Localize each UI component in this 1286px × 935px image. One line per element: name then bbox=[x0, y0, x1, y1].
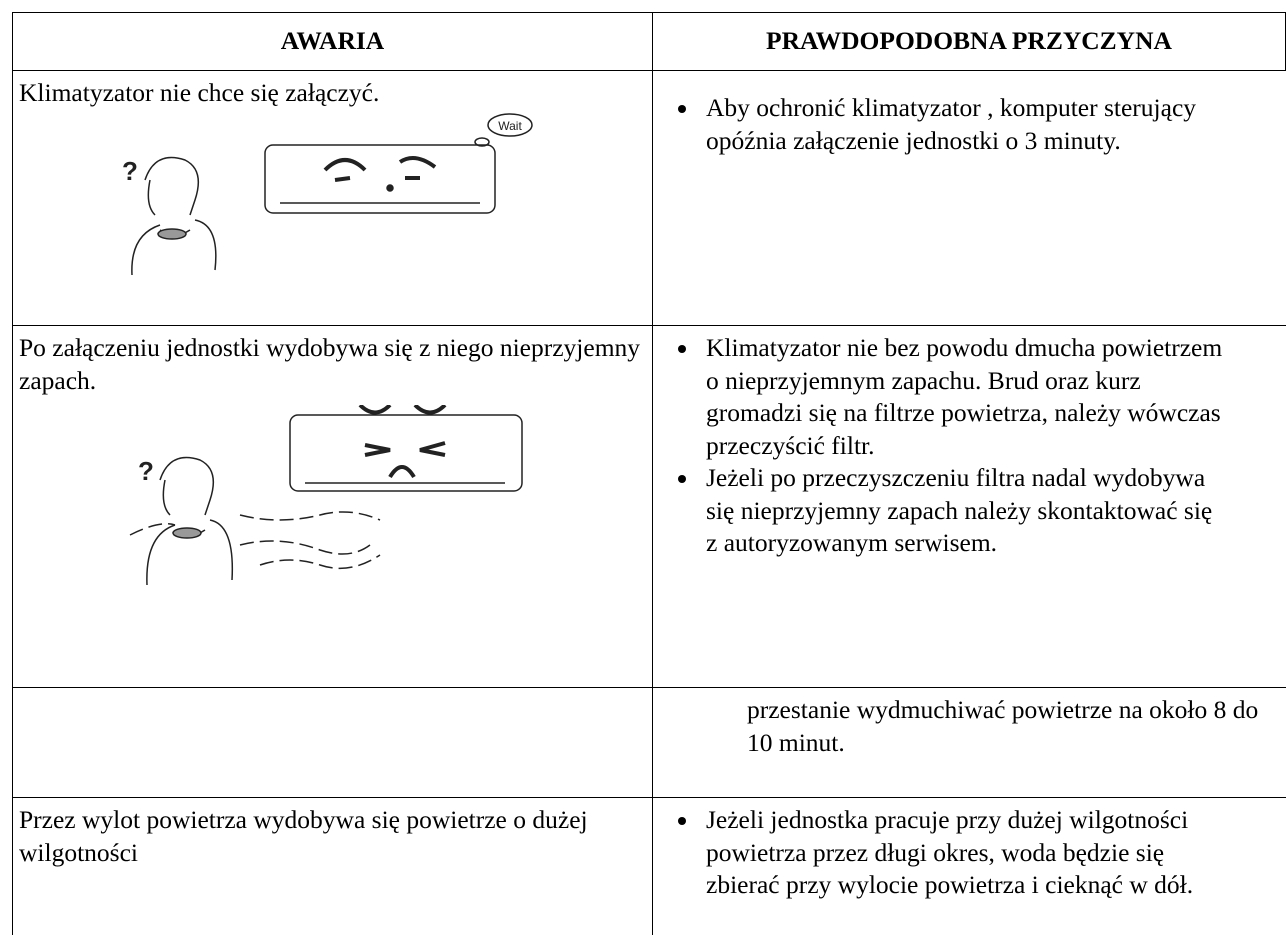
face bbox=[358, 405, 447, 479]
cause-list: Jeżeli jednostka pracuje przy dużej wilg… bbox=[653, 804, 1225, 902]
person bbox=[131, 156, 217, 276]
bubble-text: Wait bbox=[498, 119, 522, 133]
person bbox=[146, 456, 234, 586]
question-mark: ? bbox=[138, 456, 154, 486]
empty-cell bbox=[12, 687, 652, 797]
ac-unit bbox=[264, 144, 496, 214]
cause-list: Aby ochronić klimatyzator , komputer ste… bbox=[653, 92, 1225, 157]
cause-list: Klimatyzator nie bez powodu dmucha powie… bbox=[653, 332, 1225, 560]
problem: Przez wylot powietrza wydobywa się powie… bbox=[19, 805, 588, 867]
illustration: ? bbox=[129, 405, 523, 586]
problem-cell: Po załączeniu jednostki wydobywa się z n… bbox=[12, 325, 652, 687]
face bbox=[323, 156, 437, 182]
problem-cell: Klimatyzator nie chce się załączyć. bbox=[12, 70, 652, 325]
cause: Jeżeli jednostka pracuje przy dużej wilg… bbox=[700, 804, 1225, 902]
header-cell: AWARIA bbox=[12, 12, 652, 70]
header: AWARIA bbox=[280, 26, 385, 55]
ac-unit bbox=[289, 414, 523, 492]
bubble bbox=[474, 137, 490, 147]
collar bbox=[172, 527, 202, 539]
air-flow bbox=[129, 511, 381, 570]
cause: Aby ochronić klimatyzator , komputer ste… bbox=[700, 92, 1225, 157]
face bbox=[386, 184, 394, 192]
cause-cell: Klimatyzator nie bez powodu dmucha powie… bbox=[652, 325, 1286, 687]
cause-cell: przestanie wydmuchiwać powietrze na okoł… bbox=[652, 687, 1286, 797]
illustration: ? Wait bbox=[122, 113, 533, 276]
problem: Po załączeniu jednostki wydobywa się z n… bbox=[19, 333, 641, 395]
problem-cell: Przez wylot powietrza wydobywa się powie… bbox=[12, 797, 652, 935]
cause-cell: Jeżeli jednostka pracuje przy dużej wilg… bbox=[652, 797, 1286, 935]
collar bbox=[157, 228, 187, 240]
bubble bbox=[487, 113, 533, 137]
cause-cell: Aby ochronić klimatyzator , komputer ste… bbox=[652, 70, 1286, 325]
continuation: przestanie wydmuchiwać powietrze na okoł… bbox=[747, 695, 1259, 757]
question-mark: ? bbox=[122, 156, 138, 186]
header: PRAWDOPODOBNA PRZYCZYNA bbox=[766, 26, 1172, 55]
problem: Klimatyzator nie chce się załączyć. bbox=[19, 78, 380, 107]
header-cell: PRAWDOPODOBNA PRZYCZYNA bbox=[652, 12, 1286, 70]
cause: Jeżeli po przeczyszczeniu filtra nadal w… bbox=[700, 462, 1225, 560]
cause: Klimatyzator nie bez powodu dmucha powie… bbox=[700, 332, 1225, 462]
